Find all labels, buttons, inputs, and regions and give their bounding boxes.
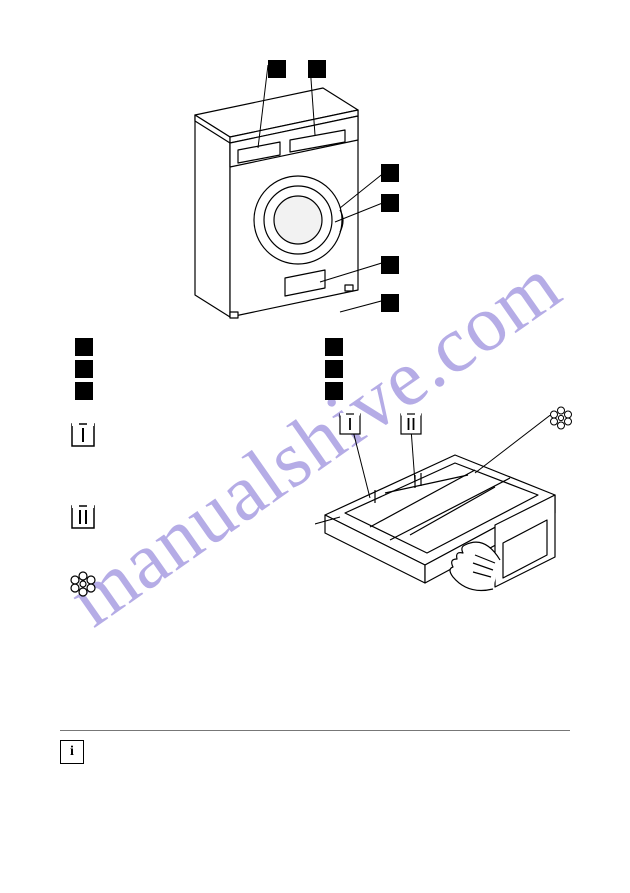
drawer-mainwash-icon <box>400 413 422 435</box>
callout-box-6 <box>381 294 399 312</box>
key-box-l3 <box>75 382 93 400</box>
key-box-r3 <box>325 382 343 400</box>
callout-box-5 <box>381 256 399 274</box>
page: manualshive.com <box>0 0 630 893</box>
washing-machine-figure <box>190 60 390 320</box>
key-box-l2 <box>75 360 93 378</box>
drawer-prewash-icon <box>339 413 361 435</box>
callout-box-2 <box>308 60 326 78</box>
key-box-r2 <box>325 360 343 378</box>
callout-box-1 <box>268 60 286 78</box>
drawer-svg <box>315 415 575 615</box>
drawer-softener-icon <box>548 405 574 431</box>
callout-box-4 <box>381 194 399 212</box>
mainwash-icon <box>70 504 96 530</box>
key-box-l1 <box>75 338 93 356</box>
washing-machine-svg <box>190 60 390 320</box>
prewash-icon <box>70 422 96 448</box>
info-icon: i <box>60 740 84 764</box>
softener-flower-icon <box>69 570 97 598</box>
callout-box-3 <box>381 164 399 182</box>
key-box-r1 <box>325 338 343 356</box>
section-divider <box>60 730 570 731</box>
detergent-drawer-figure <box>315 415 575 615</box>
